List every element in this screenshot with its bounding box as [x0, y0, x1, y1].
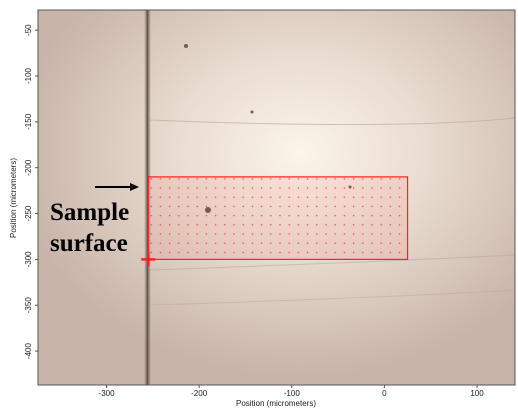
x-tick-label: -100 — [284, 389, 301, 398]
y-tick-label: -250 — [24, 205, 33, 222]
marker — [141, 252, 156, 267]
y-tick-label: -100 — [24, 67, 33, 84]
y-tick-label: -350 — [24, 297, 33, 314]
annotation: Sample — [50, 199, 129, 226]
x-tick-label: -300 — [99, 389, 116, 398]
plot-frame — [37, 9, 516, 386]
x-tick-label: -200 — [191, 389, 208, 398]
annotation: surface — [50, 230, 128, 257]
y-tick-label: -300 — [24, 251, 33, 268]
y-tick-label: -400 — [24, 343, 33, 360]
x-tick-label: 0 — [382, 389, 387, 398]
scan-region-spots — [148, 176, 408, 260]
y-axis-label: Position (micrometers) — [9, 158, 18, 238]
x-axis-label: Position (micrometers) — [236, 399, 316, 408]
arrow-head — [130, 183, 139, 191]
scan-region — [147, 176, 409, 260]
y-tick-label: -200 — [24, 159, 33, 176]
x-tick-label: 100 — [470, 389, 484, 398]
y-tick-label: -150 — [24, 113, 33, 130]
y-tick-label: -50 — [24, 24, 33, 36]
